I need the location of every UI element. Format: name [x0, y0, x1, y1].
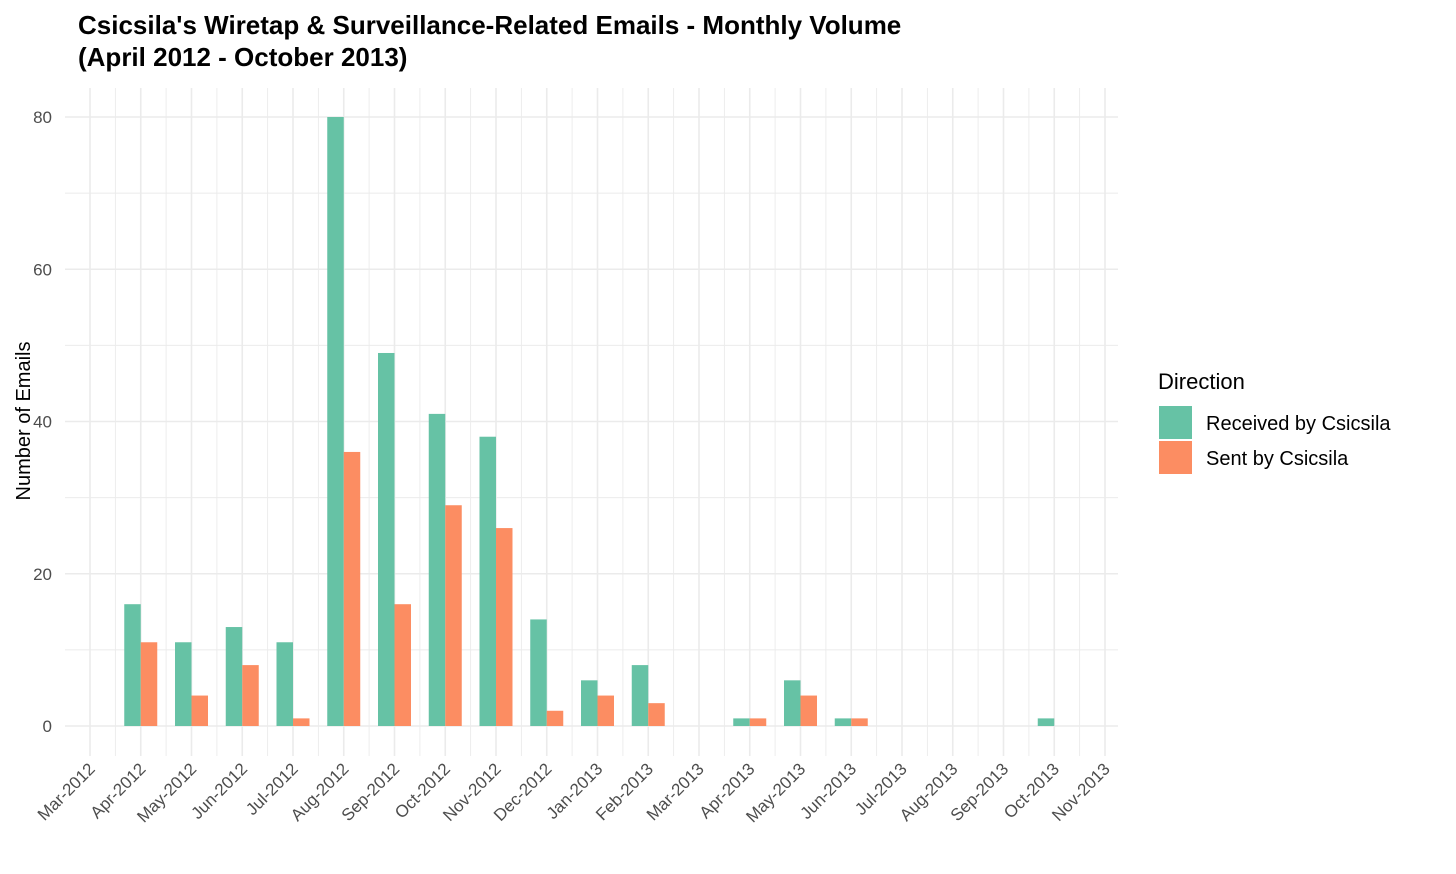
bar-sent-sep-2012 [394, 604, 411, 726]
y-tick-label: 20 [33, 565, 52, 584]
bar-received-jul-2012 [276, 642, 293, 726]
bar-received-sep-2012 [378, 352, 395, 726]
bar-received-nov-2012 [479, 436, 496, 726]
legend: Direction Received by Csicsila Sent by Csi… [1158, 369, 1391, 474]
bar-received-feb-2013 [631, 665, 649, 726]
bar-received-jun-2012 [225, 627, 243, 726]
bar-received-jan-2013 [581, 680, 598, 726]
bar-received-apr-2013 [733, 718, 750, 726]
bar-sent-nov-2012 [496, 528, 513, 726]
y-tick-label: 0 [43, 717, 52, 736]
bar-sent-jan-2013 [597, 695, 614, 726]
bar-sent-may-2013 [800, 695, 817, 726]
bar-received-may-2013 [784, 680, 801, 726]
bar-sent-jun-2012 [242, 665, 259, 726]
y-tick-label: 40 [33, 413, 52, 432]
bar-received-oct-2013 [1037, 718, 1055, 726]
x-tick-label: Jun-2013 [797, 759, 861, 823]
bar-received-jun-2013 [834, 718, 852, 726]
bar-sent-apr-2013 [749, 718, 767, 726]
grid-layer [65, 88, 1118, 756]
legend-label: Sent by Csicsila [1206, 448, 1349, 470]
legend-swatch [1159, 406, 1192, 439]
bar-sent-feb-2013 [648, 703, 665, 726]
y-tick-label: 80 [33, 108, 52, 127]
y-axis-title: Number of Emails [13, 342, 35, 501]
bar-received-apr-2012 [124, 604, 141, 726]
bar-received-aug-2012 [327, 117, 344, 726]
bar-sent-apr-2012 [140, 642, 158, 726]
bar-received-dec-2012 [530, 619, 547, 726]
bar-sent-jun-2013 [851, 718, 868, 726]
chart-subtitle: (April 2012 - October 2013) [78, 42, 408, 72]
bar-sent-may-2012 [191, 695, 208, 726]
bar-sent-oct-2012 [445, 505, 462, 726]
bar-sent-jul-2012 [293, 718, 310, 726]
bar-sent-dec-2012 [546, 710, 564, 726]
y-tick-label: 60 [33, 260, 52, 279]
legend-title: Direction [1158, 369, 1245, 394]
bar-received-oct-2012 [428, 413, 446, 726]
bar-sent-aug-2012 [343, 451, 361, 726]
bar-received-may-2012 [175, 642, 192, 726]
legend-swatch [1159, 441, 1192, 474]
bar-layer [124, 117, 1055, 726]
chart-title: Csicsila's Wiretap & Surveillance-Relate… [78, 10, 902, 40]
legend-label: Received by Csicsila [1206, 413, 1391, 435]
x-tick-label: Mar-2012 [34, 759, 99, 824]
x-tick-label: Jun-2012 [188, 759, 252, 823]
